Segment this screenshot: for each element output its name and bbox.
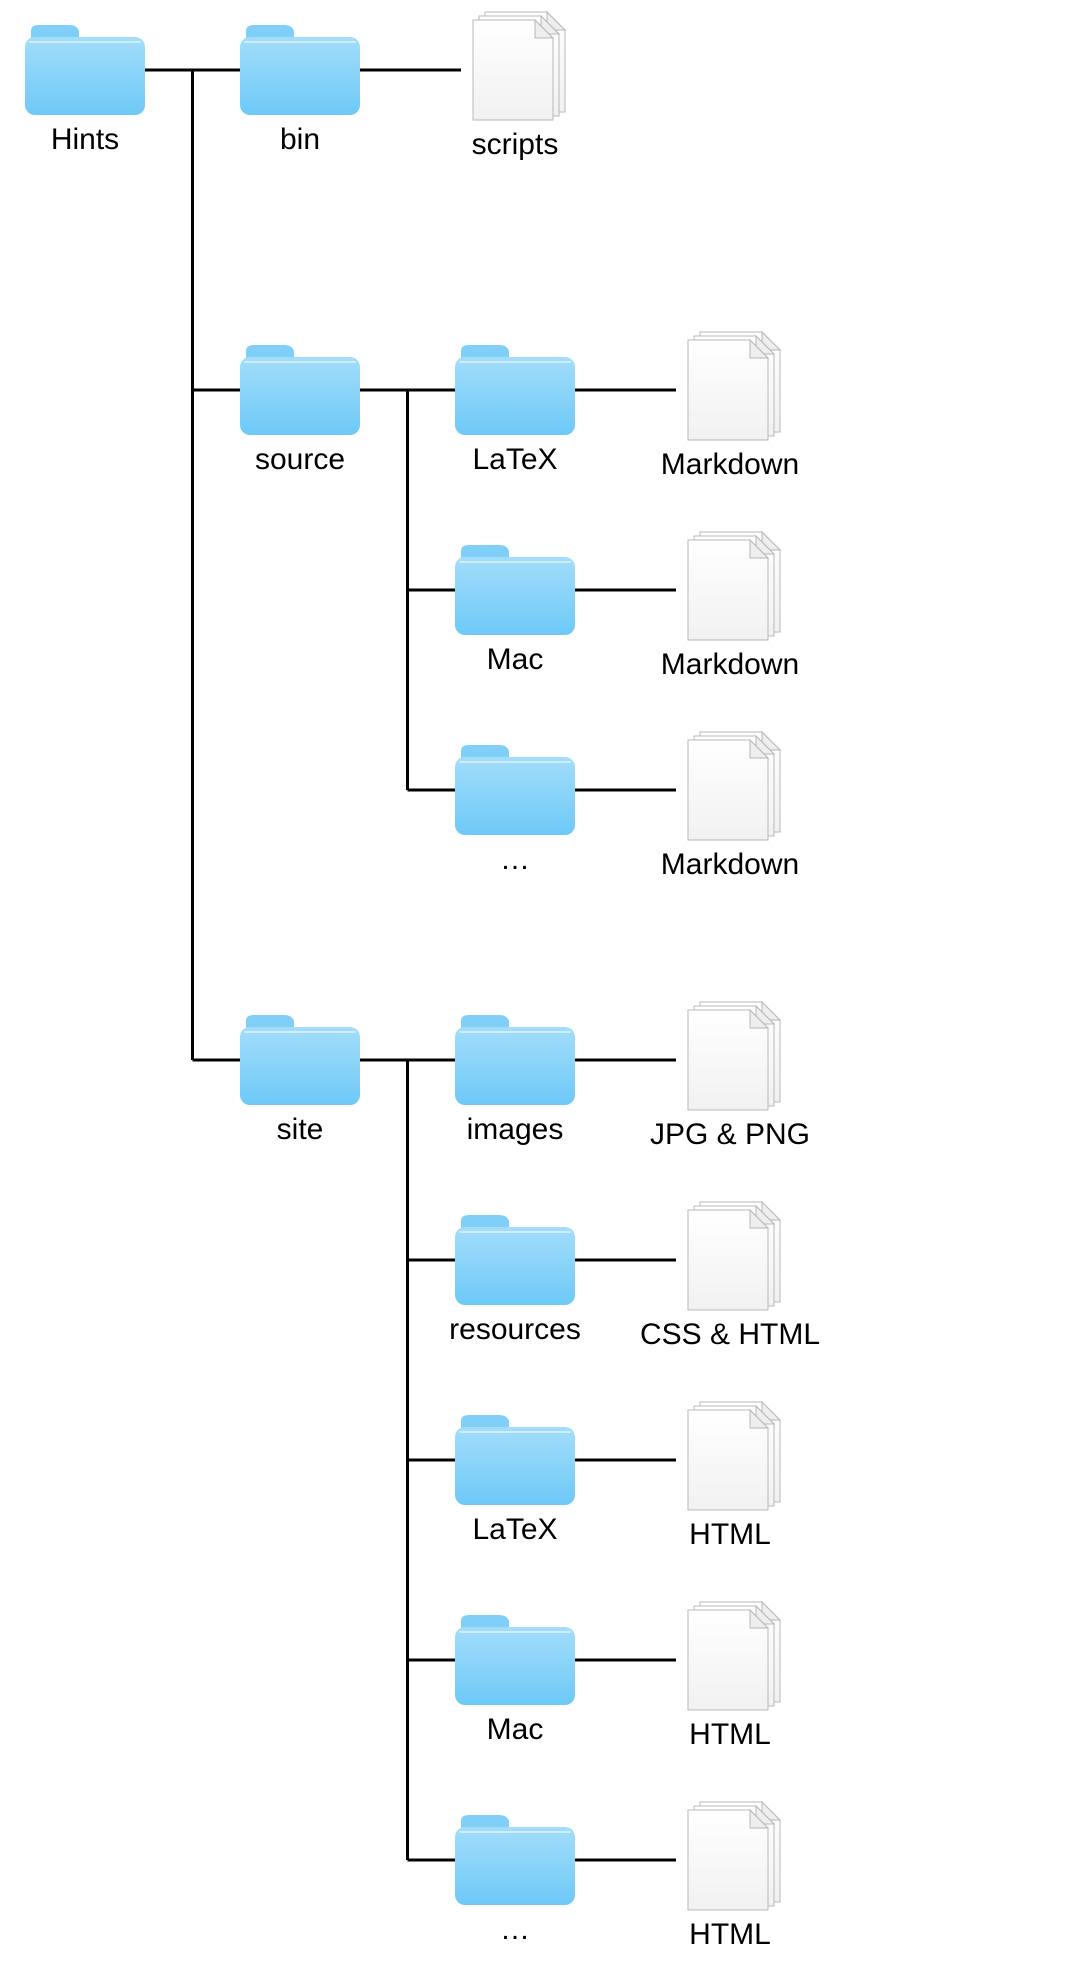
node-label: HTML — [689, 1918, 771, 1951]
folder-icon — [25, 25, 145, 115]
folder-icon — [240, 1015, 360, 1105]
directory-tree-diagram: Hints bin scripts source LaTeX Markdown Mac Mar… — [0, 0, 1077, 1974]
node-label: HTML — [689, 1718, 771, 1751]
node-label: … — [500, 843, 530, 876]
folder-icon — [455, 1415, 575, 1505]
file-stack-icon — [473, 12, 565, 120]
file-stack-icon — [688, 1002, 780, 1110]
node-label: LaTeX — [472, 1513, 557, 1546]
file-stack-icon — [688, 332, 780, 440]
node-label: LaTeX — [472, 443, 557, 476]
node-label: resources — [449, 1313, 581, 1346]
file-stack-icon — [688, 1602, 780, 1710]
node-label: Markdown — [661, 648, 799, 681]
node-label: HTML — [689, 1518, 771, 1551]
node-label: site — [277, 1113, 324, 1146]
folder-icon — [455, 1015, 575, 1105]
folder-icon — [240, 345, 360, 435]
node-label: Hints — [51, 123, 119, 156]
folder-icon — [455, 1215, 575, 1305]
node-label: Mac — [487, 1713, 544, 1746]
folder-icon — [455, 1615, 575, 1705]
node-label: CSS & HTML — [640, 1318, 820, 1351]
node-label: Markdown — [661, 448, 799, 481]
node-label: Markdown — [661, 848, 799, 881]
node-label: bin — [280, 123, 320, 156]
folder-icon — [455, 745, 575, 835]
file-stack-icon — [688, 1402, 780, 1510]
node-label: source — [255, 443, 345, 476]
folder-icon — [240, 25, 360, 115]
folder-icon — [455, 345, 575, 435]
node-label: images — [467, 1113, 564, 1146]
file-stack-icon — [688, 1802, 780, 1910]
node-label: … — [500, 1913, 530, 1946]
file-stack-icon — [688, 732, 780, 840]
folder-icon — [455, 545, 575, 635]
file-stack-icon — [688, 1202, 780, 1310]
folder-icon — [455, 1815, 575, 1905]
file-stack-icon — [688, 532, 780, 640]
node-label: scripts — [472, 128, 559, 161]
node-label: Mac — [487, 643, 544, 676]
node-label: JPG & PNG — [650, 1118, 810, 1151]
